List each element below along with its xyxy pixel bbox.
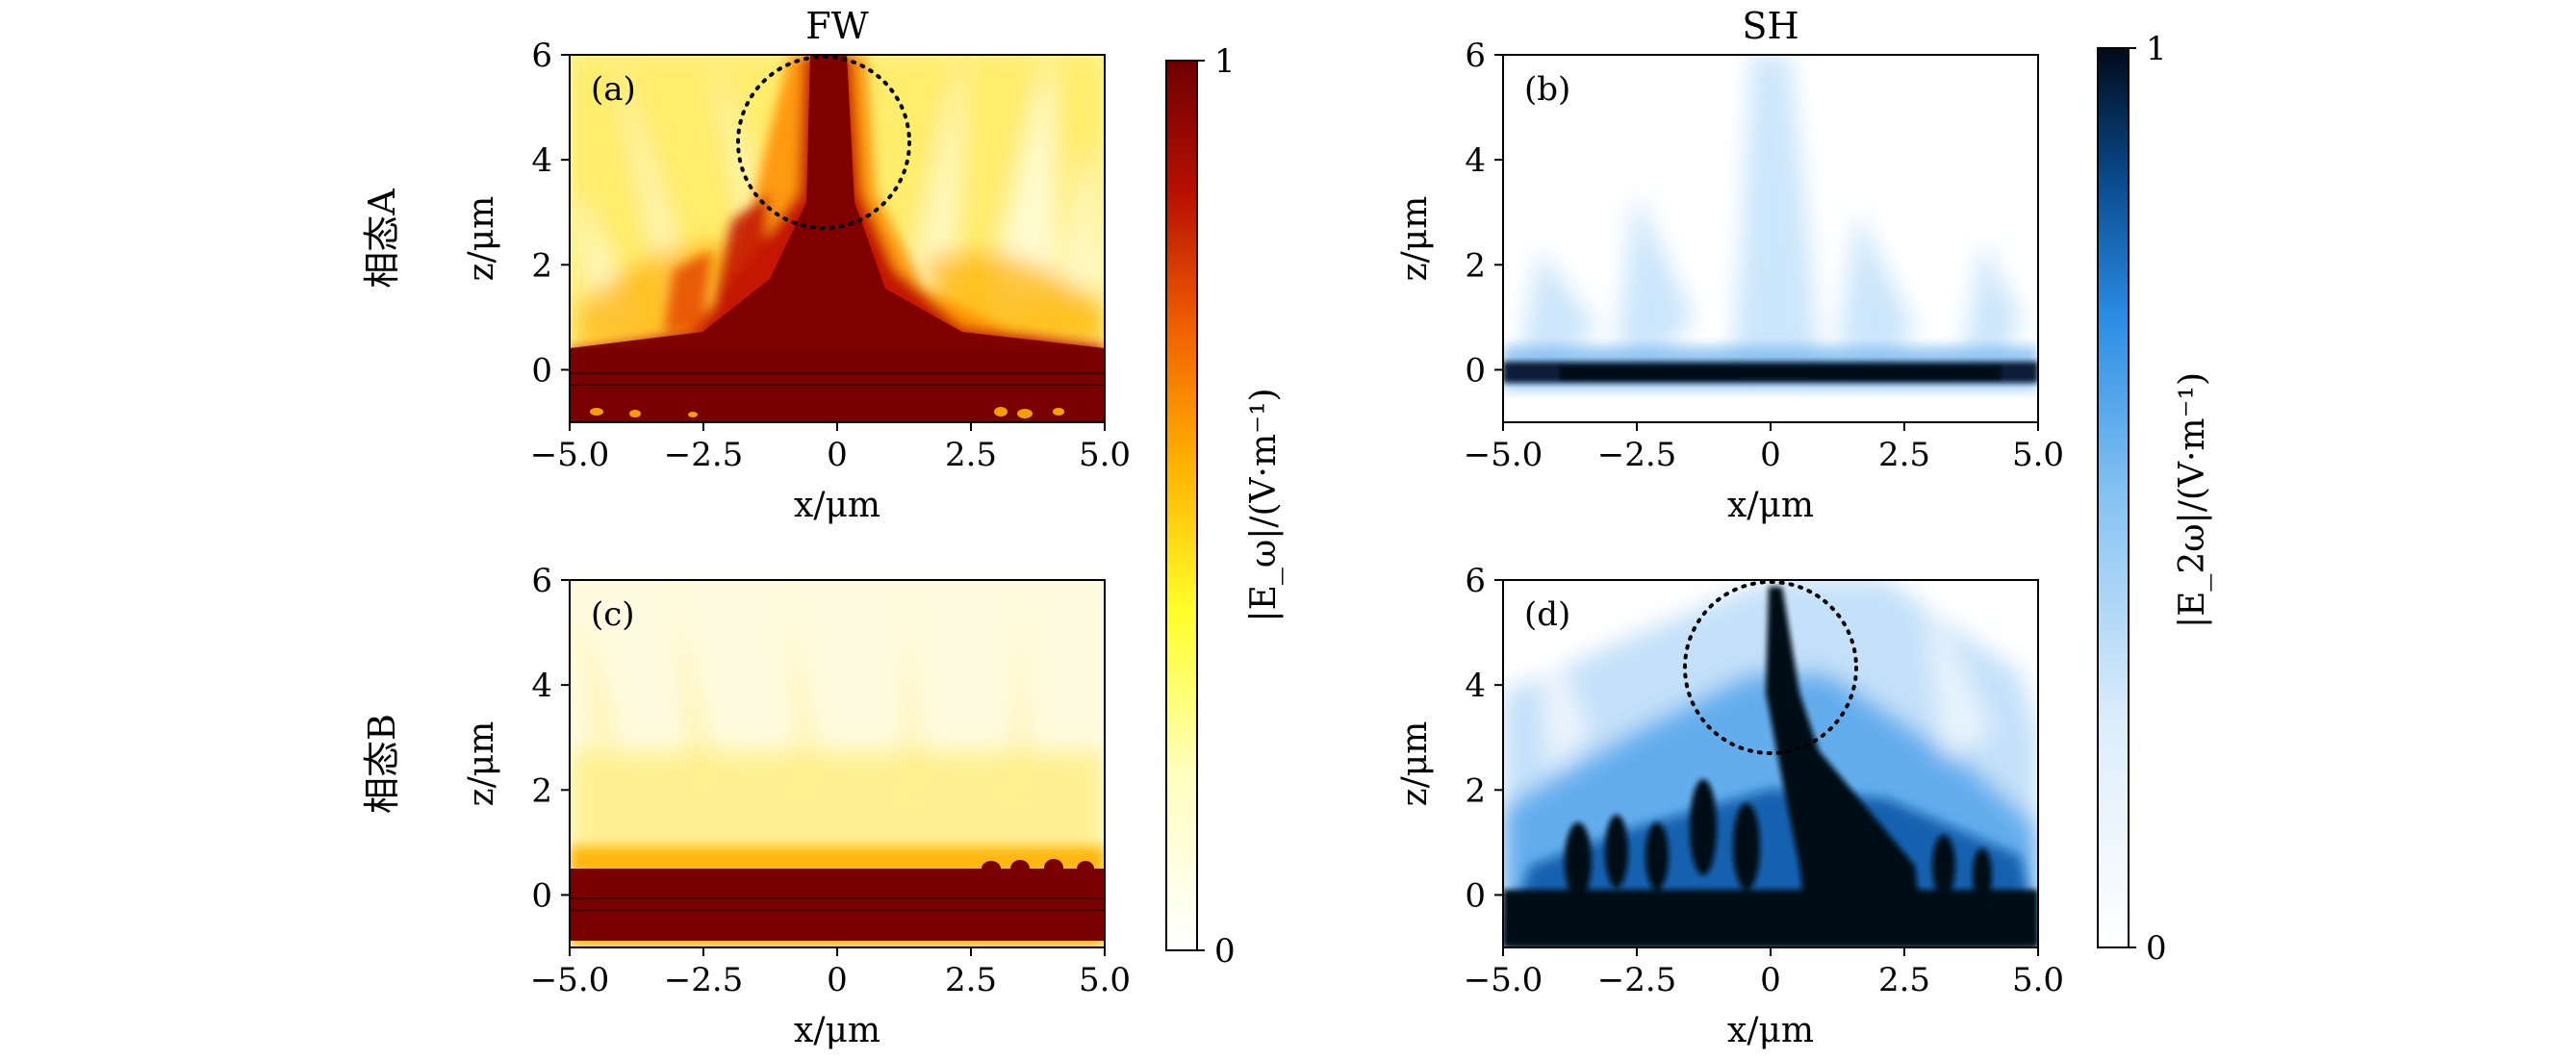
column-title-fw: FW [805,5,868,47]
panel-d-xtick-label: 5.0 [2012,961,2064,999]
panel-a-xtick-label: 2.5 [945,436,997,474]
panel-d-ytick-label: 6 [1465,562,1486,600]
panel-a-highlight-circle [736,55,911,230]
axes-layer: −5.0 −2.5 0 2.5 5.0 0 2 4 6 x/μm z/μm −5.0 −2.5 0 2.5 5… [462,37,2064,1050]
panel-b-xtick-label: 0 [1760,436,1781,474]
panel-a-ylabel: z/μm [462,196,501,282]
panel-c-xlabel: x/μm [794,1011,880,1050]
colorbar-sh-label: |E_2ω|/(V·m⁻¹) [2173,372,2212,628]
panel-d-xlabel: x/μm [1727,1011,1814,1050]
panel-b-xlabel: x/μm [1727,486,1814,525]
panel-b-heatmap [1503,55,2038,422]
panel-d-ytick-label: 2 [1465,771,1486,810]
panel-d-label: (d) [1524,595,1570,634]
panel-c-ylabel: z/μm [462,721,501,807]
panel-d-highlight-circle [1683,580,1858,755]
panel-c-ytick-label: 4 [531,667,552,705]
panel-c-xtick-label: −2.5 [664,961,744,999]
panel-d-xtick-label: 2.5 [1878,961,1930,999]
colorbar-sh-max-label: 1 [2146,30,2167,68]
panel-b-ytick-label: 4 [1465,141,1486,180]
panel-d-xtick-label: −2.5 [1597,961,1677,999]
panel-b-ytick-label: 6 [1465,37,1486,75]
colorbar-fw-max-label: 1 [1214,42,1236,81]
panel-d-xtick-label: −5.0 [1464,961,1543,999]
panel-a-xtick-label: 5.0 [1079,436,1131,474]
colorbar-fw-scale [1165,60,1198,951]
panel-d-ytick-label: 0 [1465,876,1486,915]
panel-d-ylabel: z/μm [1395,721,1435,807]
panel-d-xtick-label: 0 [1760,961,1781,999]
panel-c-heatmap [570,580,1105,947]
panel-a-ytick-label: 2 [531,246,552,285]
panel-a-ytick-label: 6 [531,37,552,75]
panel-b-xtick-label: −5.0 [1464,436,1543,474]
panel-a-xtick-label: 0 [827,436,848,474]
panel-a-ytick-label: 0 [531,351,552,390]
colorbar-sh-min-label: 0 [2146,929,2167,968]
panel-c-ytick-label: 2 [531,771,552,810]
panel-a-label: (a) [591,70,636,109]
panel-c-xtick-label: 5.0 [1079,961,1131,999]
panel-a-xtick-label: −2.5 [664,436,744,474]
panel-a-xtick-label: −5.0 [530,436,610,474]
panel-b-xtick-label: −2.5 [1597,436,1677,474]
panel-a-ytick-label: 4 [531,141,552,180]
panel-d-heatmap [1503,580,2038,947]
panel-c-xtick-label: 2.5 [945,961,997,999]
panel-b-xtick-label: 2.5 [1878,436,1930,474]
column-title-sh: SH [1742,5,1798,47]
panel-c-ytick-label: 0 [531,876,552,915]
panel-b-label: (b) [1524,70,1570,109]
panel-b-ylabel: z/μm [1395,196,1435,282]
panel-c-xtick-label: −5.0 [530,961,610,999]
colorbar-fw-label: |E_ω|/(V·m⁻¹) [1244,388,1284,621]
panel-a-xlabel: x/μm [794,486,880,525]
panel-b-ytick-label: 2 [1465,246,1486,285]
colorbar-fw-min-label: 0 [1214,932,1236,971]
row-label-a: 相态A [361,189,403,289]
panel-a-heatmap [570,55,1105,422]
row-label-b: 相态B [361,714,403,814]
panel-c-xtick-label: 0 [827,961,848,999]
panel-c-label: (c) [591,595,635,634]
panel-c-ytick-label: 6 [531,562,552,600]
panel-d-ytick-label: 4 [1465,667,1486,705]
panel-b-ytick-label: 0 [1465,351,1486,390]
panel-b-xtick-label: 5.0 [2012,436,2064,474]
colorbar-sh-scale [2097,47,2130,948]
